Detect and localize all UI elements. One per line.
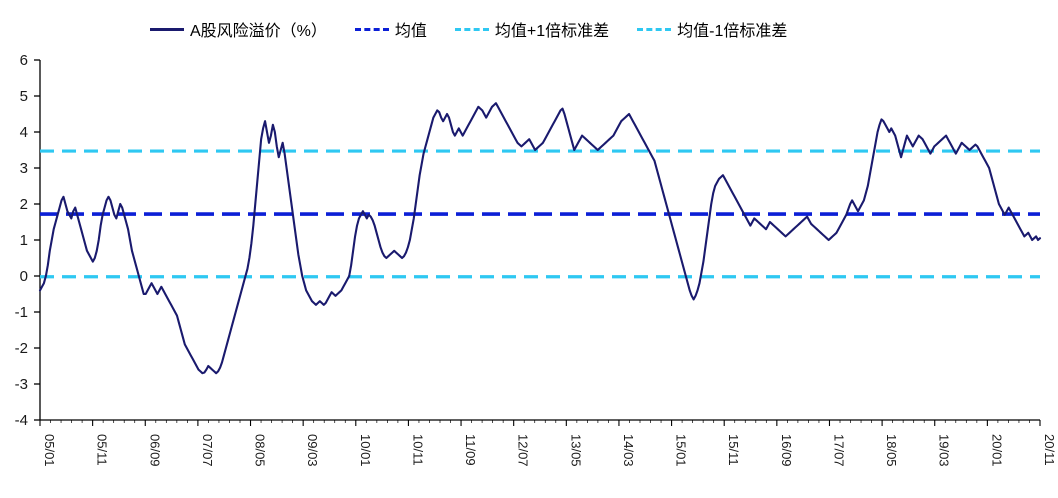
y-tick-label--1: -1 (15, 304, 28, 321)
x-tick-label-1609: 16/09 (779, 434, 794, 467)
x-tick-label-1305: 13/05 (568, 434, 583, 467)
legend: A股风险溢价（%） 均值 均值+1倍标准差 均值-1倍标准差 (150, 14, 1050, 44)
line-chart: 6 5 4 3 2 1 0 -1 -2 -3 -4 05/01 05/11 06/09 07/07 08/05… (0, 0, 1058, 498)
x-tick-label-1903: 19/03 (937, 434, 952, 467)
y-tick-label--3: -3 (15, 376, 28, 393)
x-tick-label-1109: 11/09 (463, 434, 478, 466)
y-tick-label-6: 6 (20, 52, 28, 69)
legend-item-mean: 均值 (355, 17, 427, 41)
x-tick-label-1403: 14/03 (621, 434, 636, 467)
y-tick-label--4: -4 (15, 412, 28, 429)
y-tick-label-5: 5 (20, 88, 28, 105)
x-tick-label-0903: 09/03 (305, 434, 320, 467)
x-tick-label-2001: 20/01 (989, 434, 1004, 467)
legend-label-mean: 均值 (395, 17, 427, 41)
x-tick-label-0707: 07/07 (200, 434, 215, 467)
x-tick-label-0501: 05/01 (42, 434, 57, 467)
legend-label-lower-std: 均值-1倍标准差 (677, 17, 787, 41)
x-tick-label-0609: 06/09 (147, 434, 162, 467)
legend-label-upper-std: 均值+1倍标准差 (495, 17, 609, 41)
y-tick-label-3: 3 (20, 160, 28, 177)
y-tick-label--2: -2 (15, 340, 28, 357)
x-tick-label-1707: 17/07 (831, 434, 846, 467)
y-tick-label-2: 2 (20, 196, 28, 213)
legend-item-lower-std: 均值-1倍标准差 (637, 17, 787, 41)
legend-label-data: A股风险溢价（%） (190, 17, 327, 41)
x-tick-label-1207: 12/07 (516, 434, 531, 467)
legend-item-upper-std: 均值+1倍标准差 (455, 17, 609, 41)
x-tick-label-1501: 15/01 (674, 434, 689, 467)
chart-container: A股风险溢价（%） 均值 均值+1倍标准差 均值-1倍标准差 6 5 4 3 2 1 0 -1… (0, 0, 1058, 498)
y-tick-label-0: 0 (20, 268, 28, 285)
x-tick-label-1511: 15/11 (726, 434, 741, 466)
x-tick-label-1805: 18/05 (884, 434, 899, 467)
x-tick-label-2011: 20/11 (1042, 434, 1057, 466)
y-tick-label-4: 4 (20, 124, 28, 141)
risk-premium-line (40, 103, 1040, 373)
x-tick-label-0511: 05/11 (95, 434, 110, 466)
legend-item-data: A股风险溢价（%） (150, 17, 327, 41)
x-tick-label-1001: 10/01 (358, 434, 373, 467)
y-tick-label-1: 1 (20, 232, 28, 249)
x-tick-label-1011: 10/11 (410, 434, 425, 466)
x-tick-label-0805: 08/05 (253, 434, 268, 467)
